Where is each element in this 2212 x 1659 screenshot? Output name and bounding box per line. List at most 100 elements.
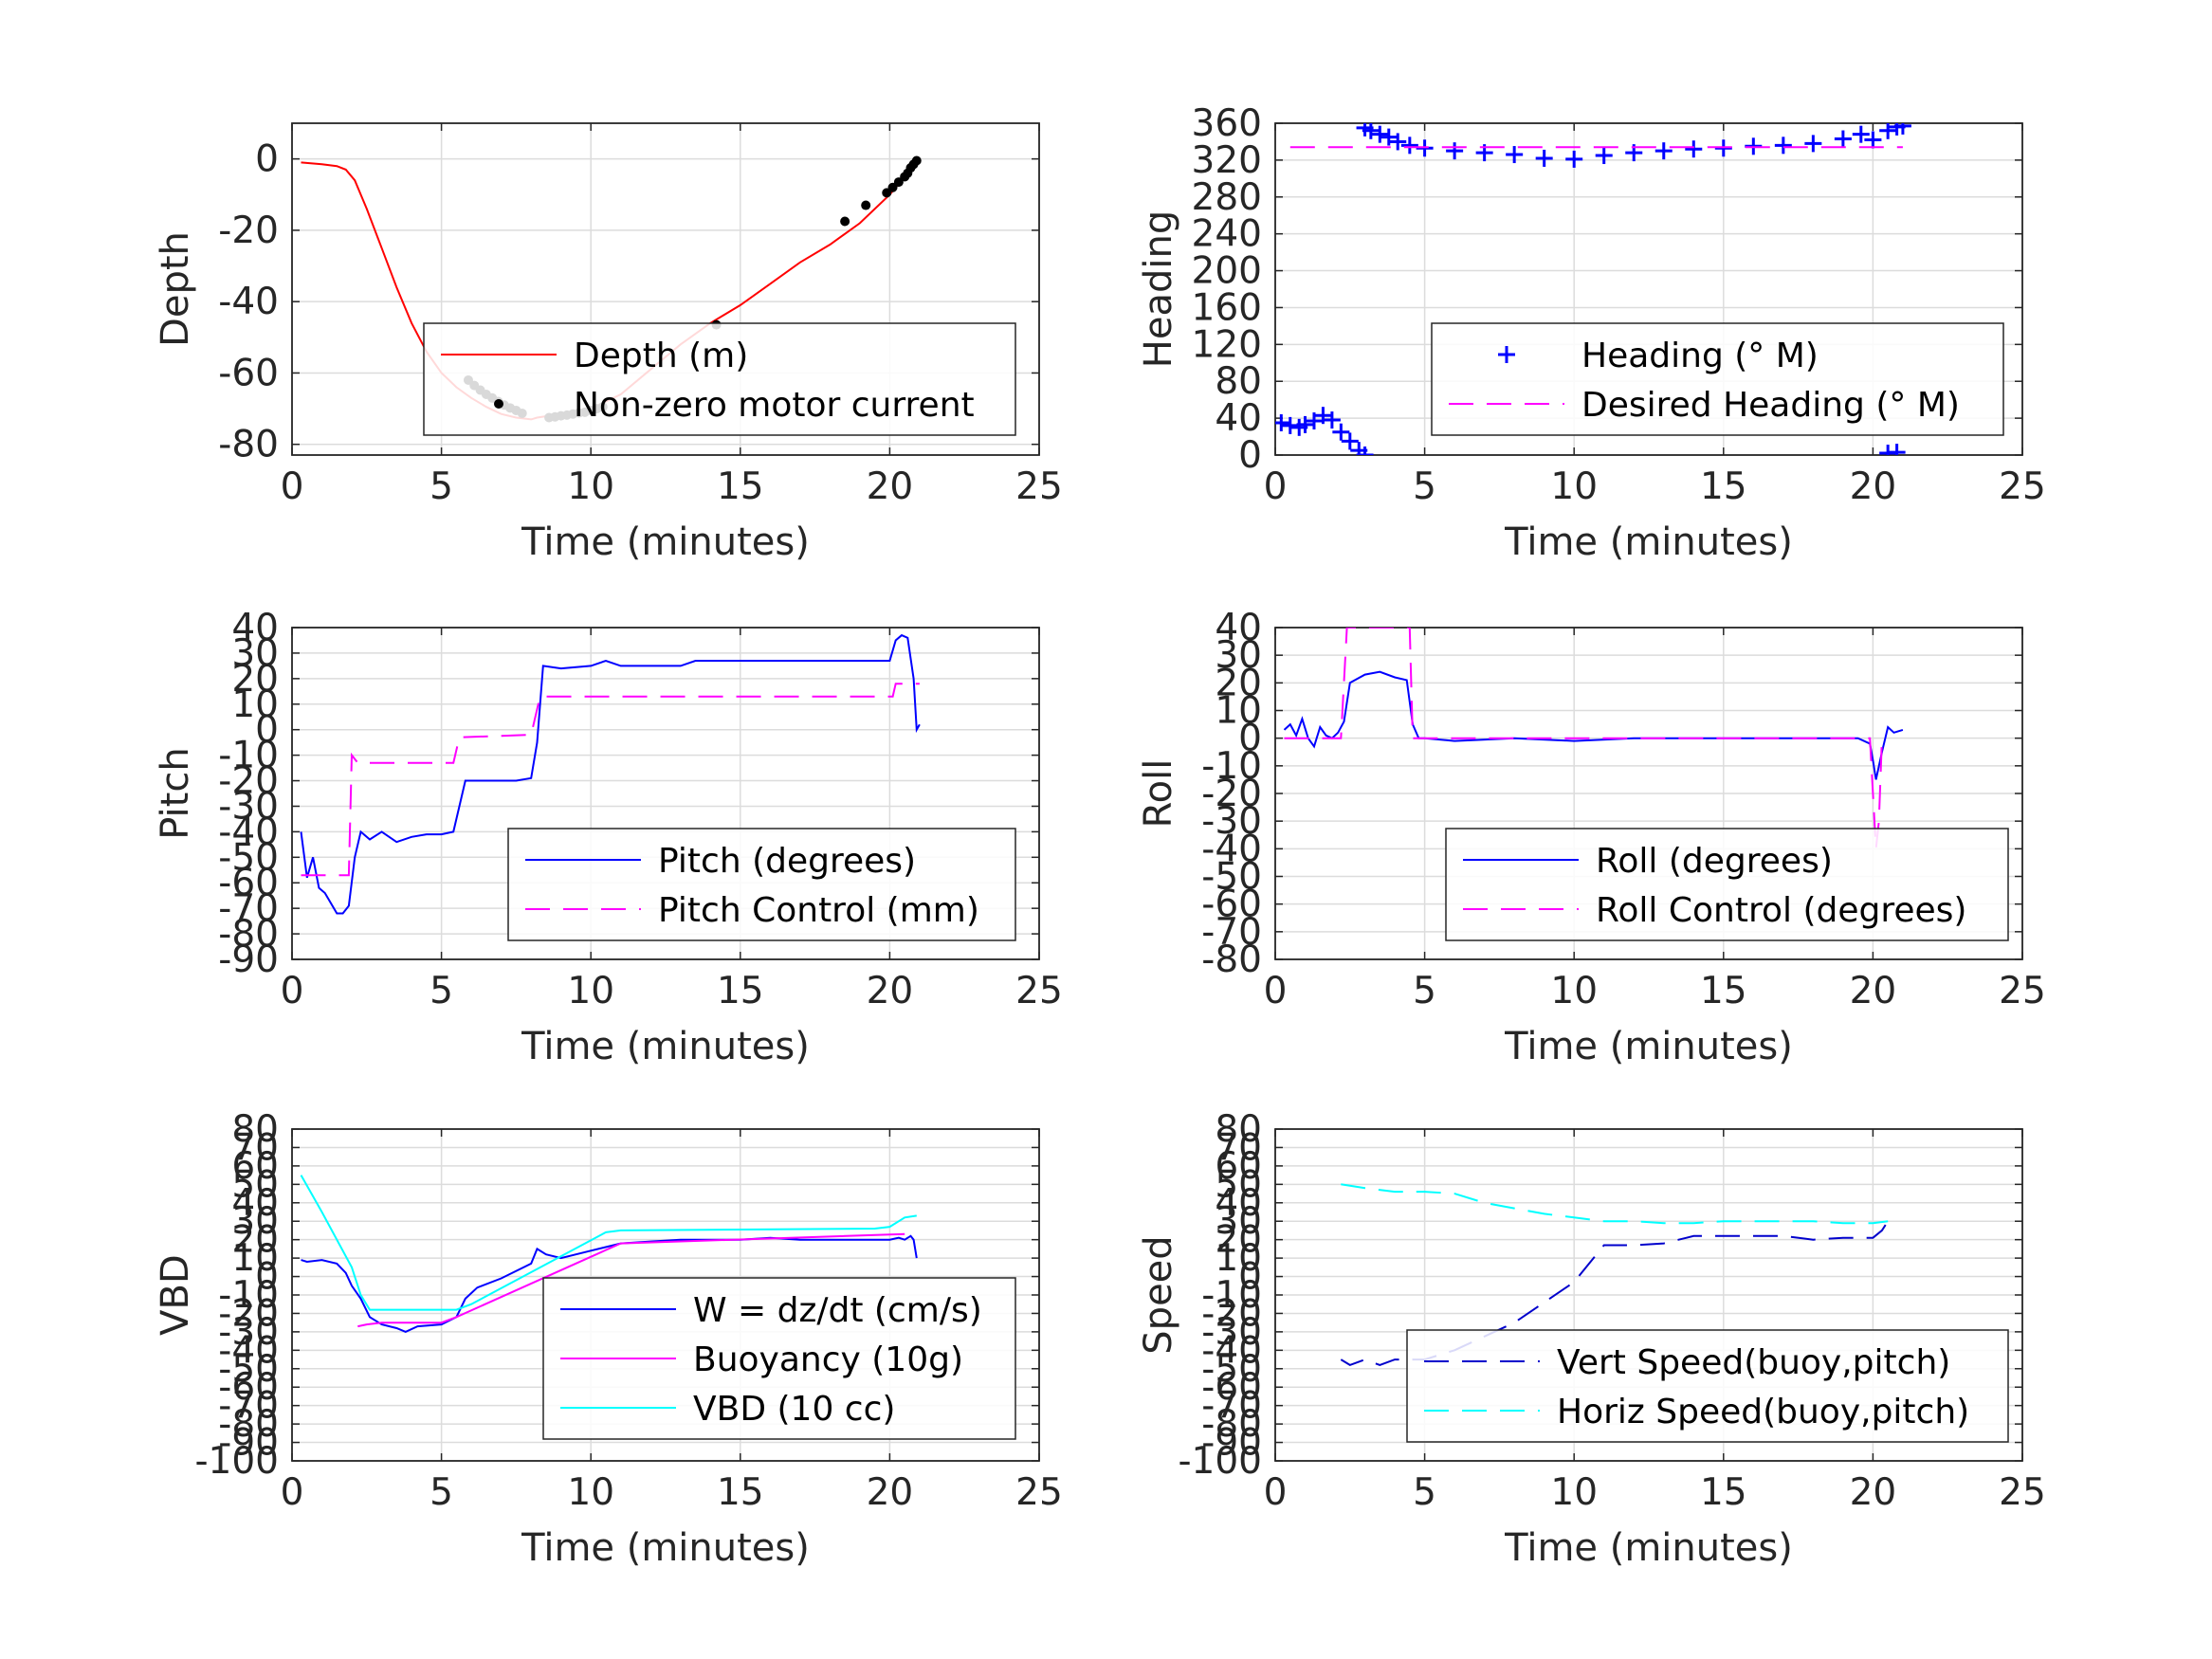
data-point — [1774, 137, 1792, 155]
x-tick-label: 20 — [1850, 465, 1897, 508]
data-point — [1323, 411, 1341, 429]
y-tick-label: -90 — [218, 939, 279, 981]
y-tick-label: 20 — [1215, 662, 1262, 704]
y-tick-label: 280 — [1192, 176, 1262, 219]
chart-panel-5: 0 5 10 15 20 2580706050403020100-10-20-30-40-… — [154, 1108, 1063, 1570]
y-tick-label: 200 — [1192, 250, 1262, 293]
x-tick-label: 20 — [1850, 970, 1897, 1012]
x-axis-label: Time (minutes) — [521, 1526, 810, 1570]
y-tick-label: -80 — [218, 424, 279, 466]
y-tick-label: 60 — [1215, 1145, 1262, 1188]
data-point — [1879, 123, 1897, 139]
y-tick-label: 10 — [1215, 1237, 1262, 1280]
legend-swatch — [494, 399, 503, 409]
legend-entry-label: Pitch Control (mm) — [658, 891, 979, 930]
x-tick-label: 25 — [1015, 970, 1063, 1012]
series-line-2 — [301, 683, 920, 877]
y-tick-label: -40 — [218, 811, 279, 853]
legend: Heading (° M) Desired Heading (° M) — [1431, 322, 2004, 436]
x-tick-label: 10 — [1550, 970, 1598, 1012]
y-tick-label: 30 — [231, 1200, 279, 1243]
data-point — [1400, 137, 1418, 155]
x-tick-label: 15 — [1700, 465, 1747, 508]
data-point — [840, 216, 850, 227]
y-axis-label: VBD — [154, 1254, 197, 1336]
legend-entry-label: Roll Control (degrees) — [1596, 891, 1966, 930]
legend-box — [423, 322, 1016, 436]
legend-entry-label: W = dz/dt (cm/s) — [693, 1291, 982, 1330]
y-tick-label: 20 — [231, 1219, 279, 1262]
y-axis-label: Depth — [154, 231, 197, 347]
y-axis-label: Roll — [1137, 759, 1180, 829]
y-tick-label: 120 — [1192, 323, 1262, 366]
data-point — [1864, 131, 1882, 149]
y-tick-label: 360 — [1192, 102, 1262, 145]
y-tick-label: -60 — [1201, 884, 1262, 926]
y-tick-label: -40 — [218, 281, 279, 323]
y-tick-label: -10 — [1201, 745, 1262, 788]
series-group — [1275, 123, 1911, 455]
y-tick-label: 70 — [231, 1126, 279, 1169]
y-tick-label: -10 — [1201, 1274, 1262, 1317]
y-tick-label: 60 — [231, 1145, 279, 1188]
chart-panel-1: 0 5 10 15 20 25 0 -20 -40 -60 -80 Time (minutes) Dep… — [154, 122, 1063, 564]
y-tick-label: 80 — [1215, 1108, 1262, 1151]
data-point — [1362, 123, 1380, 139]
x-tick-label: 5 — [1413, 465, 1436, 508]
y-tick-label: -30 — [1201, 1311, 1262, 1354]
x-tick-label: 20 — [867, 970, 914, 1012]
legend-box — [1406, 1329, 2009, 1443]
legend-entry-label: Roll (degrees) — [1596, 842, 1833, 881]
y-tick-label: -20 — [218, 210, 279, 252]
y-tick-label: -70 — [1201, 911, 1262, 954]
y-tick-label: 0 — [1238, 1256, 1262, 1299]
y-tick-label: -50 — [1201, 856, 1262, 899]
y-tick-label: -40 — [1201, 828, 1262, 870]
y-tick-label: 10 — [231, 1237, 279, 1280]
legend: Depth (m) Non-zero motor current — [423, 322, 1016, 436]
y-tick-label: 40 — [1215, 397, 1262, 440]
data-point — [1371, 125, 1389, 143]
x-tick-label: 15 — [717, 1471, 764, 1514]
y-tick-label: -30 — [218, 785, 279, 828]
data-point — [1314, 407, 1332, 425]
legend: Vert Speed(buoy,pitch) Horiz Speed(buoy,p… — [1406, 1329, 2009, 1443]
y-tick-label: -30 — [218, 1311, 279, 1354]
y-tick-label: 10 — [1215, 690, 1262, 733]
x-axis-label: Time (minutes) — [1504, 1025, 1793, 1068]
data-point — [861, 200, 871, 210]
legend-box — [1445, 828, 2009, 941]
y-tick-label: 70 — [1215, 1126, 1262, 1169]
x-tick-label: 15 — [717, 970, 764, 1012]
series-line-1 — [300, 633, 921, 915]
x-tick-label: 0 — [281, 465, 304, 508]
x-tick-label: 0 — [1264, 970, 1288, 1012]
data-point — [1332, 423, 1350, 441]
y-tick-label: 50 — [231, 1163, 279, 1206]
y-axis-label: Speed — [1137, 1235, 1180, 1354]
y-tick-label: 30 — [1215, 1200, 1262, 1243]
legend-entry-label: VBD (10 cc) — [693, 1390, 895, 1429]
y-tick-label: -10 — [218, 1274, 279, 1317]
y-tick-label: -70 — [218, 1385, 279, 1428]
series-line-2 — [357, 1232, 905, 1328]
legend-entry-label: Heading (° M) — [1581, 337, 1819, 375]
y-tick-label: 0 — [1238, 434, 1262, 477]
y-axis-label: Heading — [1137, 210, 1180, 368]
x-tick-label: 20 — [1850, 1471, 1897, 1514]
axes-box — [291, 122, 1040, 456]
y-tick-label: -20 — [1201, 1292, 1262, 1335]
y-tick-label: -80 — [218, 1403, 279, 1446]
y-tick-label: 50 — [1215, 1163, 1262, 1206]
legend-entry-label: Desired Heading (° M) — [1581, 386, 1960, 425]
y-tick-label: 40 — [231, 607, 279, 649]
legend: Roll (degrees) Roll Control (degrees) — [1445, 828, 2009, 941]
y-tick-label: -100 — [194, 1440, 279, 1483]
data-point — [1888, 444, 1906, 455]
data-point — [1275, 413, 1290, 431]
y-tick-label: 10 — [231, 684, 279, 726]
legend-entry-label: Horiz Speed(buoy,pitch) — [1557, 1393, 1969, 1431]
y-tick-label: 0 — [255, 138, 279, 181]
y-tick-label: -20 — [1201, 773, 1262, 815]
x-tick-label: 10 — [567, 465, 614, 508]
